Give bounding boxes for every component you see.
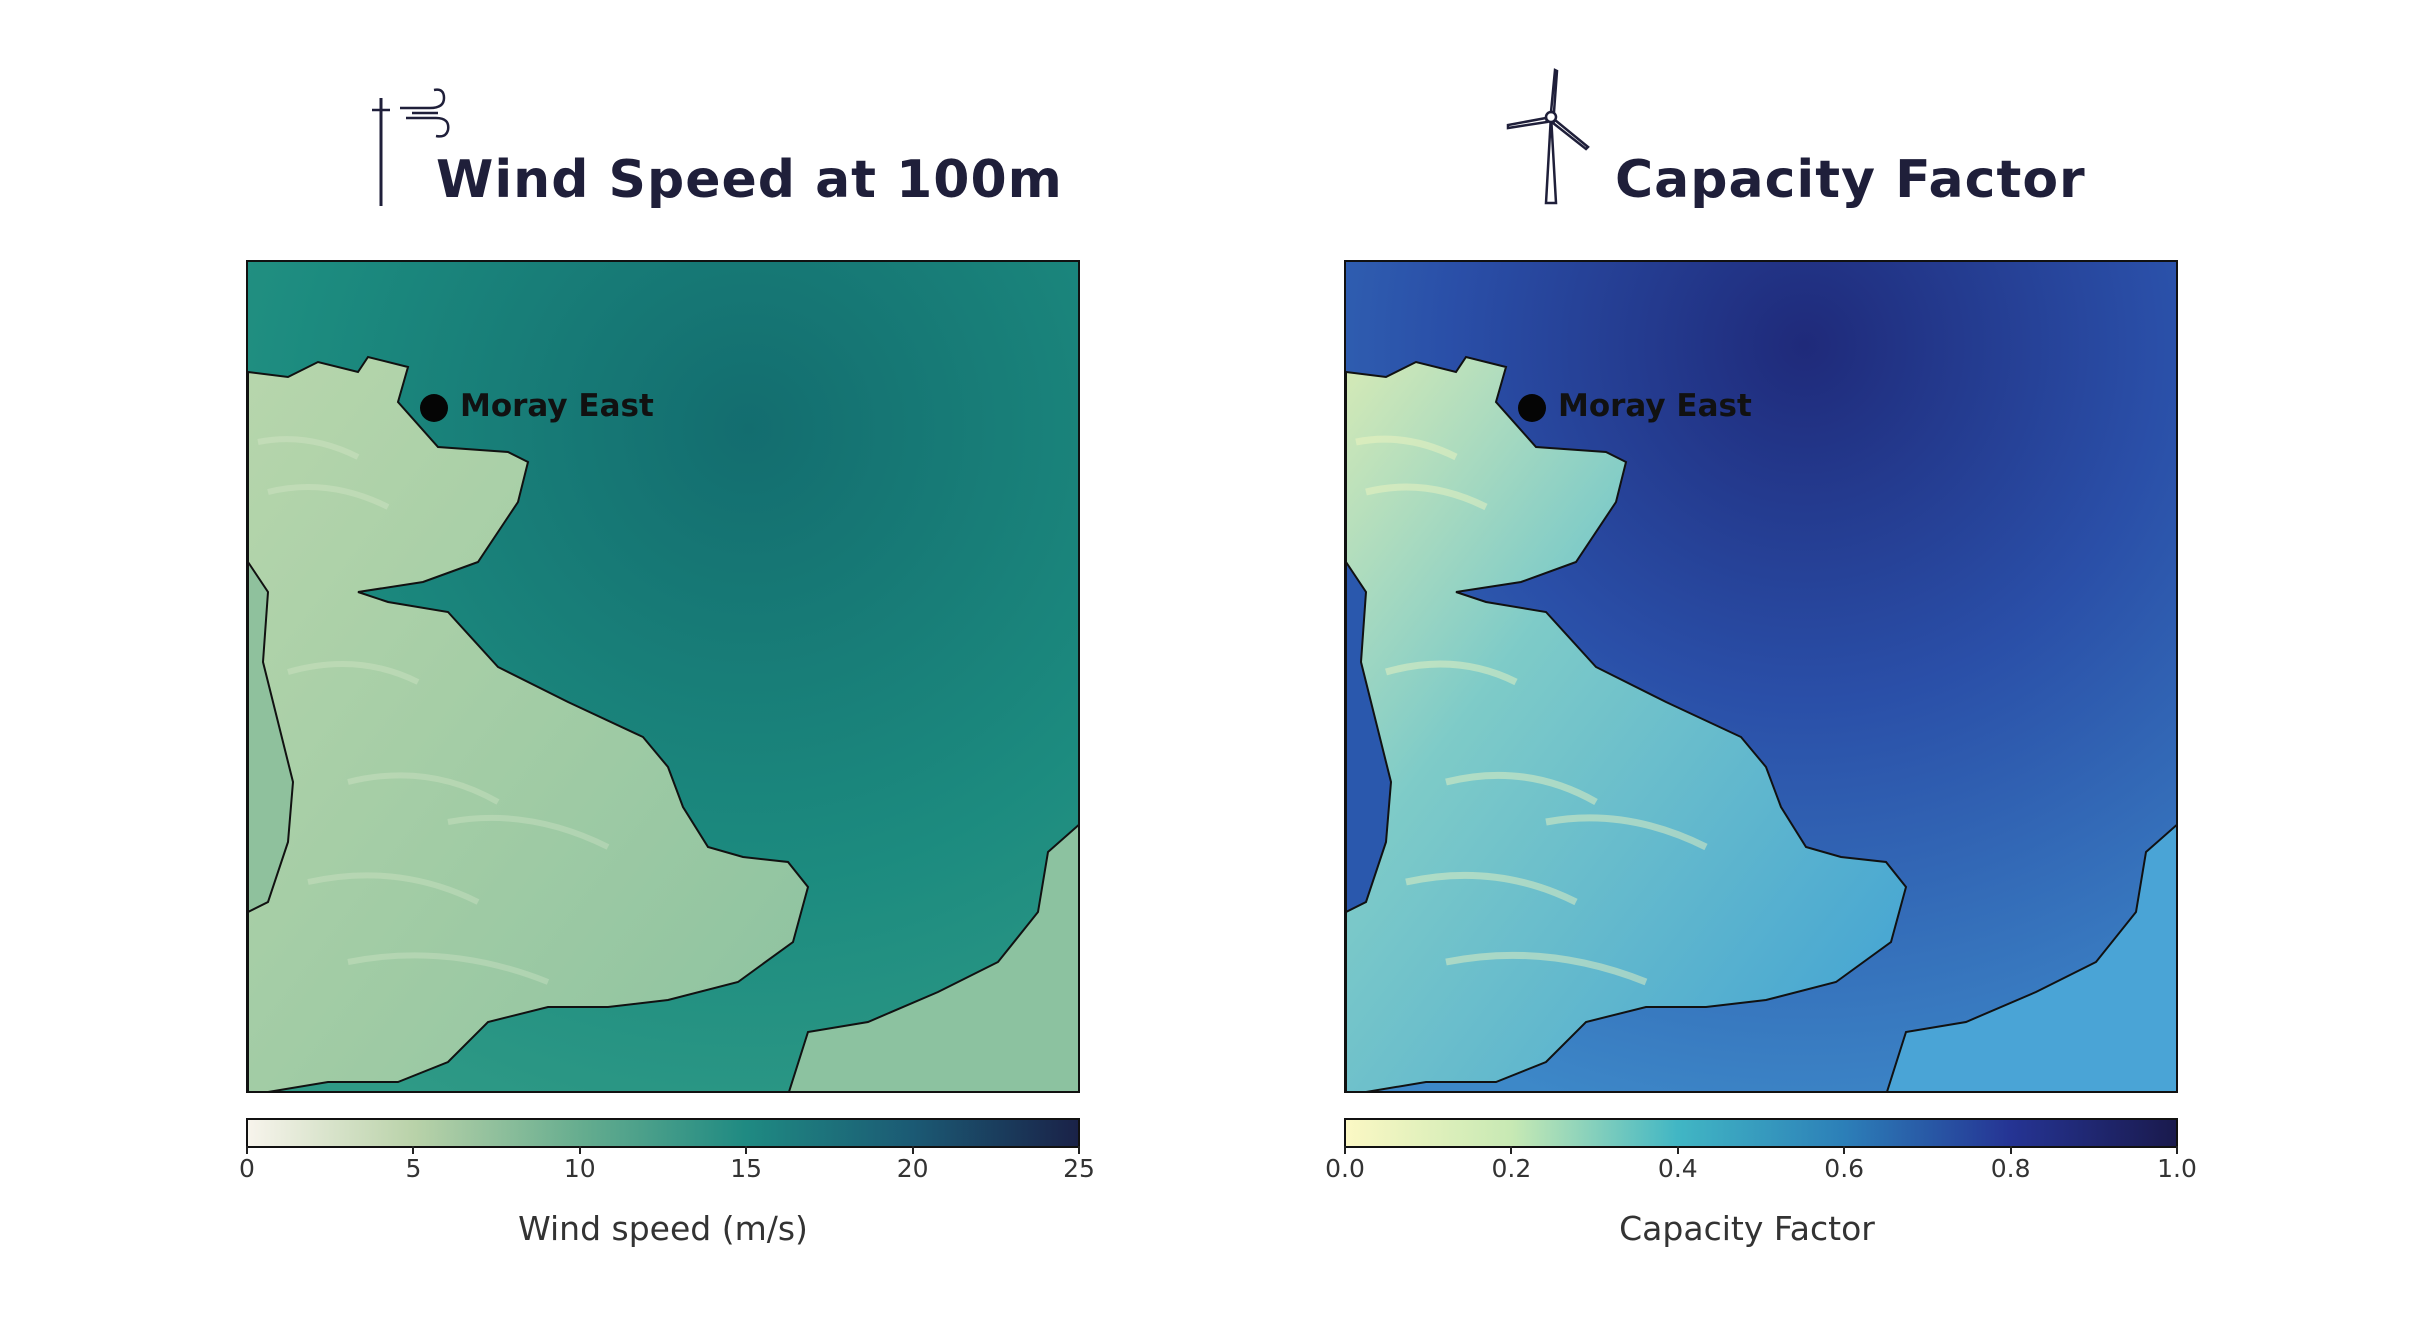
europe-landmass	[1886, 824, 2176, 1091]
colorbar-tick-label: 0	[239, 1154, 255, 1183]
colorbar-tick	[2176, 1146, 2178, 1154]
capacity-texture	[1355, 435, 1708, 986]
great-britain-landmass	[1346, 355, 1908, 1091]
colorbar-tick-label: 0.6	[1824, 1154, 1865, 1183]
capacity-factor-map	[1344, 260, 2178, 1093]
moray-east-marker	[420, 394, 448, 422]
colorbar-label: Wind speed (m/s)	[518, 1209, 808, 1248]
wind-speed-map	[246, 260, 1080, 1093]
colorbar-tick-label: 20	[896, 1154, 929, 1183]
colorbar-tick-label: 1.0	[2157, 1154, 2197, 1183]
colorbar-tick-label: 0.2	[1491, 1154, 1532, 1183]
colorbar-tick	[1843, 1146, 1846, 1154]
colorbar-tick	[246, 1146, 248, 1154]
moray-east-label: Moray East	[1558, 388, 1752, 424]
wind-texture	[257, 436, 610, 985]
ireland-landmass	[248, 560, 295, 914]
ireland-landmass	[1346, 560, 1393, 914]
moray-east-label: Moray East	[460, 388, 654, 424]
colorbar-tick-label: 5	[405, 1154, 422, 1183]
great-britain-landmass	[248, 355, 810, 1091]
colorbar-tick	[1510, 1146, 1513, 1154]
colorbar-tick	[2009, 1146, 2012, 1154]
panel-title: Wind Speed at 100m	[436, 150, 1063, 210]
colorbar-tick	[911, 1146, 914, 1154]
moray-east-marker	[1518, 394, 1546, 422]
capacity-factor-colorbar	[1344, 1118, 2178, 1148]
colorbar-tick	[1078, 1146, 1080, 1154]
colorbar-tick-label: 0.4	[1657, 1154, 1698, 1183]
wind-turbine-icon	[1506, 68, 1590, 205]
colorbar-tick	[745, 1146, 748, 1154]
colorbar-tick	[1344, 1146, 1346, 1154]
colorbar-tick	[1676, 1146, 1679, 1154]
wind-mast-icon	[372, 88, 450, 206]
panel-title: Capacity Factor	[1615, 150, 2086, 210]
colorbar-tick-label: 0.0	[1325, 1154, 1365, 1183]
colorbar-label: Capacity Factor	[1619, 1209, 1875, 1248]
wind-speed-colorbar	[246, 1118, 1080, 1148]
colorbar-tick-label: 15	[730, 1154, 763, 1183]
colorbar-tick-label: 0.8	[1990, 1154, 2031, 1183]
colorbar-tick	[578, 1146, 581, 1154]
colorbar-tick	[412, 1146, 415, 1154]
europe-landmass	[788, 824, 1078, 1091]
colorbar-tick-label: 10	[563, 1154, 596, 1183]
colorbar-tick-label: 25	[1063, 1154, 1095, 1183]
